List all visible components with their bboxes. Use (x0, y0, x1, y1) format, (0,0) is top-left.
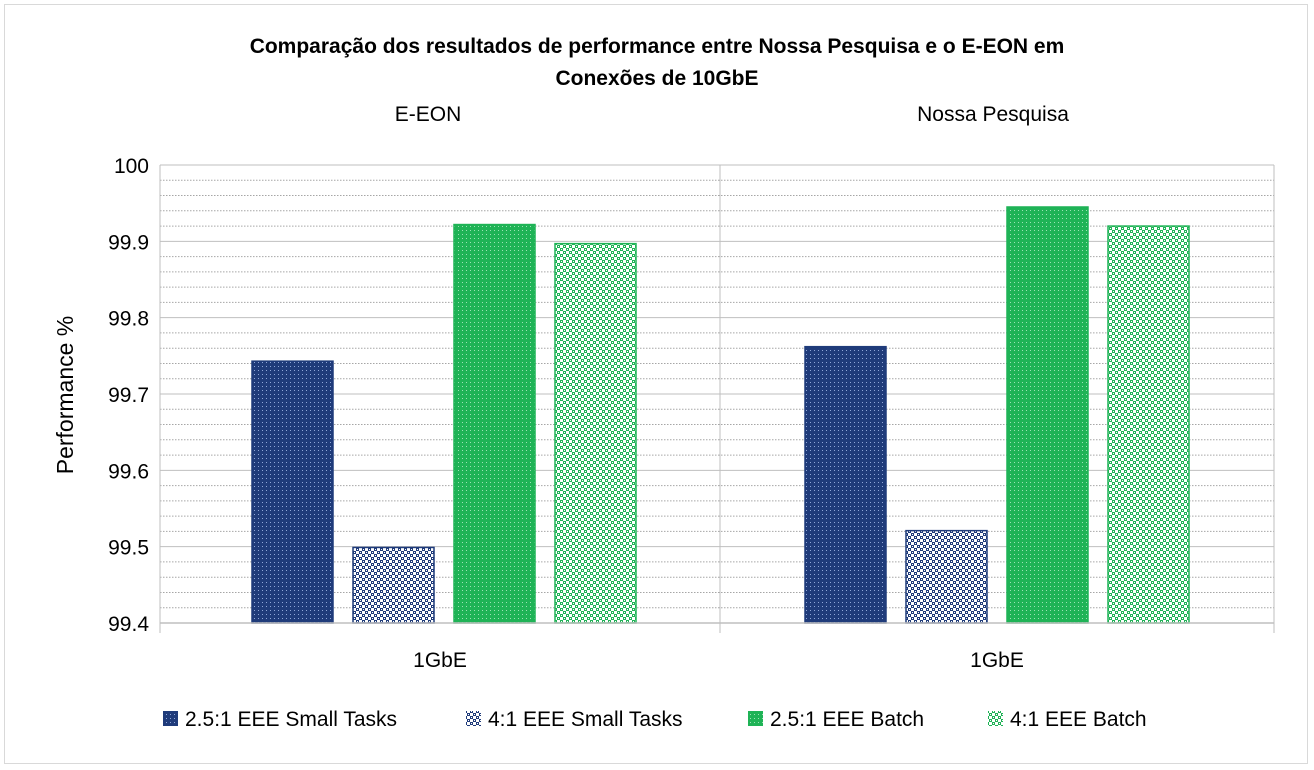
panel-label-e-eon: E-EON (395, 103, 462, 126)
bar-e-eon-series-1 (251, 360, 334, 624)
y-tick-label: 99.9 (108, 231, 149, 254)
x-category-label-1: 1GbE (413, 649, 467, 672)
legend-swatch-2-5-batch (748, 711, 763, 726)
panel-label-nossa-pesquisa: Nossa Pesquisa (917, 103, 1069, 126)
bars (251, 206, 1190, 624)
y-axis-label: Performance % (52, 316, 78, 475)
y-tick-label: 99.7 (108, 384, 149, 407)
legend-label-2-5-small-tasks: 2.5:1 EEE Small Tasks (185, 708, 397, 731)
bar-e-eon-series-2 (352, 546, 435, 624)
chart-title-line-2: Conexões de 10GbE (555, 67, 758, 90)
y-tick-label: 100 (114, 155, 149, 178)
y-tick-labels: 99.4 99.5 99.6 99.7 99.8 99.9 100 (108, 155, 149, 636)
legend-label-2-5-batch: 2.5:1 EEE Batch (770, 708, 924, 731)
bar-chart: Comparação dos resultados de performance… (52, 35, 1275, 731)
bar-nossa-pesquisa-series-1 (804, 345, 887, 624)
y-tick-label: 99.4 (108, 613, 149, 636)
y-tick-label: 99.8 (108, 308, 149, 331)
legend-label-4-batch: 4:1 EEE Batch (1010, 708, 1147, 731)
chart-frame: Comparação dos resultados de performance… (4, 4, 1308, 764)
bar-nossa-pesquisa-series-2 (905, 529, 988, 624)
y-tick-label: 99.6 (108, 460, 149, 483)
x-category-label-2: 1GbE (970, 649, 1024, 672)
bar-e-eon-series-3 (453, 223, 536, 624)
bar-nossa-pesquisa-series-3 (1006, 206, 1089, 624)
legend-swatch-2-5-small-tasks (163, 711, 178, 726)
bar-nossa-pesquisa-series-4 (1107, 225, 1190, 624)
legend-swatch-4-batch (988, 711, 1003, 726)
chart-title-line-1: Comparação dos resultados de performance… (250, 35, 1065, 58)
bar-e-eon-series-4 (554, 242, 637, 624)
legend-swatch-4-small-tasks (466, 711, 481, 726)
legend: 2.5:1 EEE Small Tasks 4:1 EEE Small Task… (163, 708, 1147, 731)
legend-label-4-small-tasks: 4:1 EEE Small Tasks (488, 708, 683, 731)
y-tick-label: 99.5 (108, 537, 149, 560)
